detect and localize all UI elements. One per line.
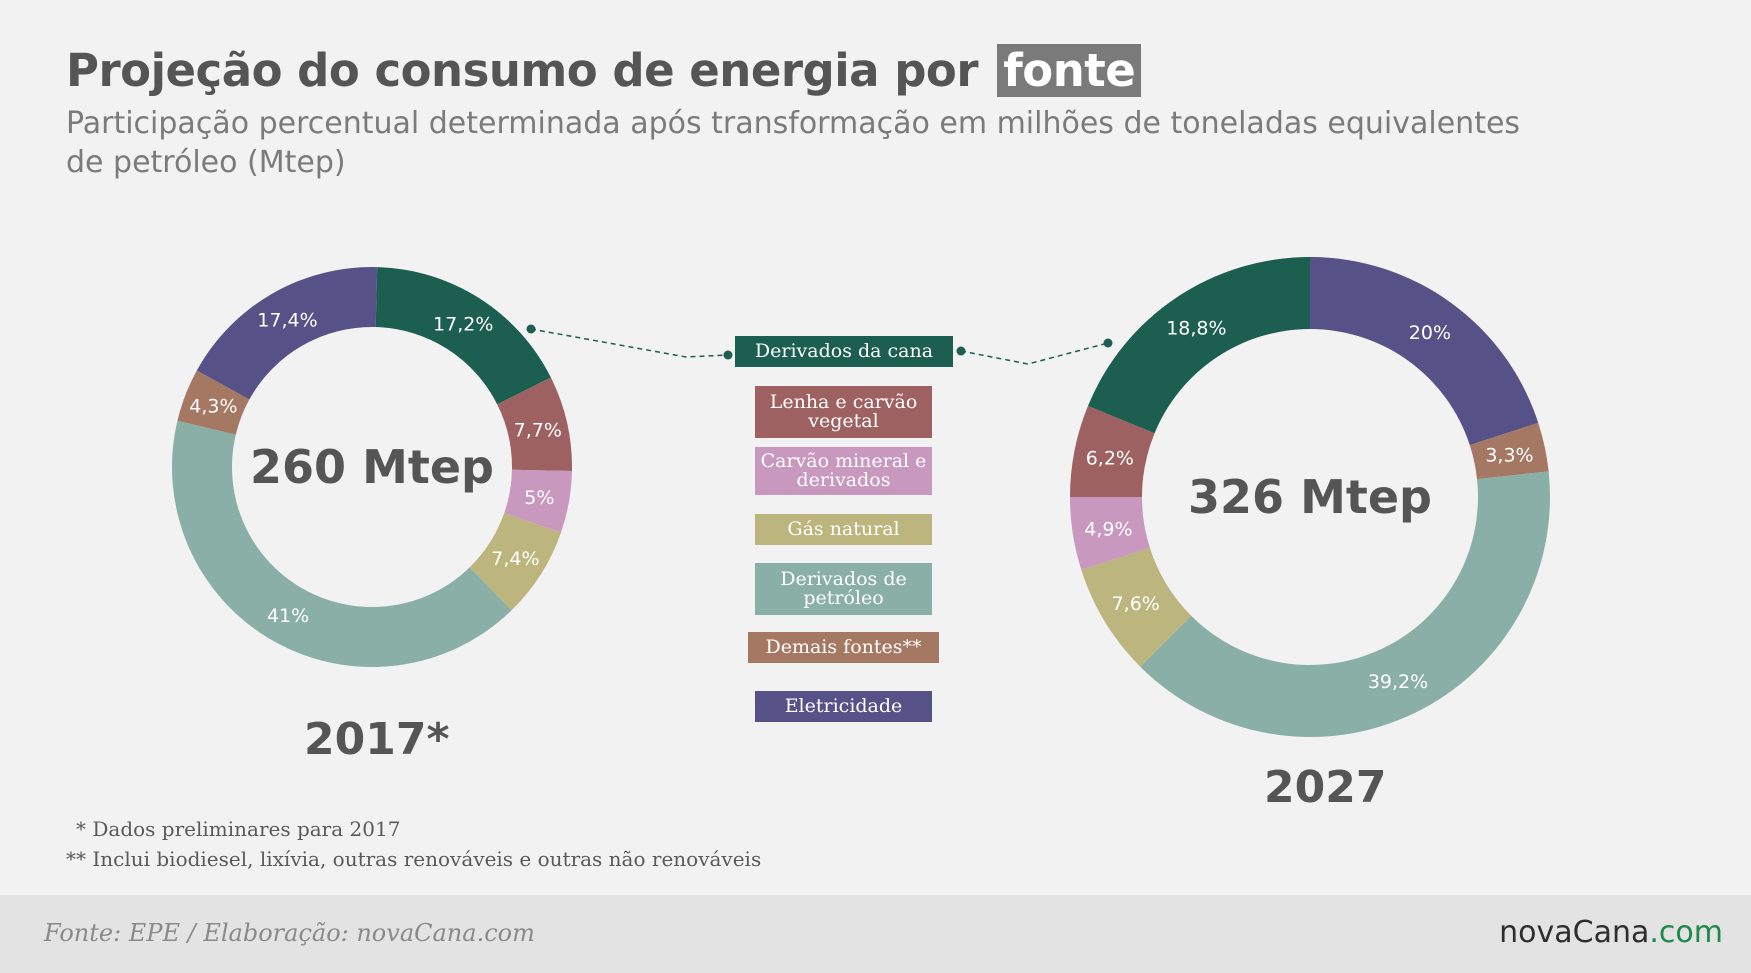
legend-connector-lines	[526, 324, 1113, 365]
slice-label-2027-gas-natural: 7,6%	[1112, 593, 1160, 615]
slice-2027-eletricidade	[1310, 257, 1539, 446]
brand-main: novaCana	[1499, 915, 1650, 950]
slice-2017-carvao-mineral-e-derivados	[504, 469, 572, 533]
donut-chart-0: 17,2% 7,7% 5% 7,4% 41% 4,3% 17,4% 260 Mtep	[171, 267, 572, 667]
slice-label-2027-derivados-da-cana: 18,8%	[1166, 318, 1226, 340]
slice-label-2017-derivados-da-cana: 17,2%	[433, 314, 493, 336]
donut-chart-1: 20% 3,3% 39,2% 7,6% 4,9% 6,2% 18,8% 326 Mtep	[1070, 257, 1550, 738]
brand-logo: novaCana.com	[1499, 915, 1723, 950]
slice-label-2017-demais-fontes: 4,3%	[189, 396, 237, 418]
year-label-2017: 2017*	[304, 714, 450, 765]
connector-dot-0-1	[723, 350, 733, 360]
year-label-2027: 2027	[1264, 762, 1387, 813]
legend-item-derivados-cana: Derivados da cana	[735, 336, 953, 367]
title-highlight: fonte	[997, 44, 1142, 97]
chart-title: Projeção do consumo de energia por fonte	[66, 44, 1142, 97]
footnote-preliminary: * Dados preliminares para 2017	[76, 817, 401, 841]
slice-2017-lenha-e-carvao-vegetal	[497, 377, 572, 471]
slice-2017-derivados-da-cana	[375, 267, 551, 405]
slice-label-2027-carvao-mineral-e-derivados: 4,9%	[1084, 518, 1132, 540]
slice-label-2017-lenha-e-carvao-vegetal: 7,7%	[514, 420, 562, 442]
slice-2017-eletricidade	[196, 267, 378, 400]
legend-item-eletricidade: Eletricidade	[755, 691, 932, 722]
slice-2017-demais-fontes	[177, 370, 250, 435]
connector-line-0	[530, 328, 729, 358]
slice-label-2027-eletricidade: 20%	[1409, 322, 1451, 344]
slice-label-2017-eletricidade: 17,4%	[257, 310, 317, 332]
center-total-2017: 260 Mtep	[250, 440, 494, 494]
slice-label-2017-carvao-mineral-e-derivados: 5%	[524, 487, 554, 509]
slice-2017-gas-natural	[469, 512, 561, 611]
legend-item-derivados-petroleo: Derivados de petróleo	[755, 563, 932, 615]
connector-dot-0-0	[526, 324, 536, 334]
legend-item-carvao-mineral: Carvão mineral e derivados	[755, 447, 932, 495]
slice-label-2027-lenha-e-carvao-vegetal: 6,2%	[1086, 448, 1134, 470]
brand-dot: .com	[1649, 915, 1723, 950]
footer-bar: Fonte: EPE / Elaboração: novaCana.com no…	[0, 895, 1751, 973]
title-main: Projeção do consumo de energia por	[66, 44, 979, 97]
chart-subtitle: Participação percentual determinada após…	[66, 106, 1521, 180]
slice-label-2017-derivados-de-petroleo: 41%	[267, 605, 309, 627]
footnote-other-sources: ** Inclui biodiesel, lixívia, outras ren…	[66, 847, 762, 871]
center-total-2027: 326 Mtep	[1188, 470, 1432, 524]
source-credit: Fonte: EPE / Elaboração: novaCana.com	[44, 919, 535, 947]
slice-2027-derivados-de-petroleo	[1140, 471, 1550, 738]
slice-2027-lenha-e-carvao-vegetal	[1070, 405, 1155, 497]
slice-2027-demais-fontes	[1469, 422, 1549, 480]
slice-2027-gas-natural	[1081, 547, 1192, 667]
legend-item-demais-fontes: Demais fontes**	[748, 632, 939, 663]
connector-dot-1-0	[956, 346, 966, 356]
slice-label-2027-derivados-de-petroleo: 39,2%	[1368, 671, 1428, 693]
slice-label-2017-gas-natural: 7,4%	[491, 548, 539, 570]
slice-label-2027-demais-fontes: 3,3%	[1485, 444, 1533, 466]
connector-dot-1-1	[1103, 338, 1113, 348]
slice-2027-derivados-da-cana	[1087, 257, 1310, 434]
slice-2017-derivados-de-petroleo	[171, 420, 512, 667]
connector-line-1	[960, 342, 1109, 365]
legend-item-gas-natural: Gás natural	[755, 514, 932, 545]
slice-2027-carvao-mineral-e-derivados	[1070, 497, 1150, 570]
legend-item-lenha: Lenha e carvão vegetal	[755, 386, 932, 438]
